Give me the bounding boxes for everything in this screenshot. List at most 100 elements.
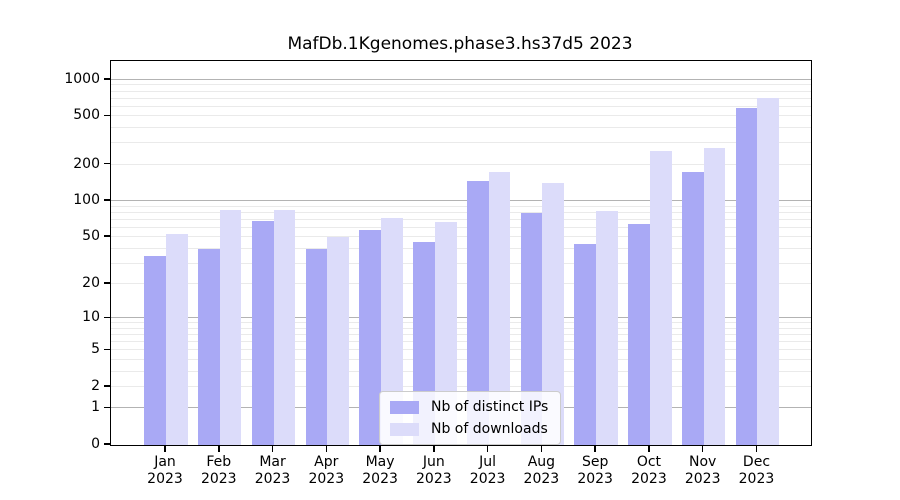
gridline-minor bbox=[111, 327, 811, 329]
bar-nb-of-downloads-jul bbox=[488, 171, 511, 445]
y-axis-tick bbox=[104, 114, 110, 117]
x-axis-tick-year: 2023 bbox=[469, 471, 506, 487]
gridline-minor bbox=[111, 163, 811, 165]
gridline-minor bbox=[111, 115, 811, 117]
gridline-minor bbox=[111, 127, 811, 129]
bar-nb-of-distinct-ips-may bbox=[359, 229, 382, 445]
bar-nb-of-distinct-ips-jul bbox=[466, 180, 489, 445]
bar-nb-of-distinct-ips-sep bbox=[574, 243, 597, 445]
bar-nb-of-downloads-dec bbox=[757, 98, 780, 445]
x-axis-tick-year: 2023 bbox=[523, 471, 560, 487]
bar-nb-of-downloads-mar bbox=[273, 209, 296, 445]
y-axis-tick-label: 20 bbox=[82, 275, 100, 292]
y-axis-tick bbox=[104, 406, 110, 409]
gridline-minor bbox=[111, 205, 811, 207]
bar-nb-of-downloads-jan bbox=[166, 234, 188, 445]
x-axis-tick-year: 2023 bbox=[362, 471, 398, 487]
x-axis-tick-year: 2023 bbox=[631, 471, 667, 487]
x-axis-tick bbox=[648, 445, 650, 452]
x-axis-tick bbox=[271, 445, 274, 452]
x-axis-tick bbox=[379, 445, 381, 452]
gridline-major bbox=[111, 200, 811, 202]
y-axis-tick-label: 200 bbox=[73, 155, 100, 172]
x-axis-tick-label: Mar 2023 bbox=[243, 454, 303, 488]
gridline-minor bbox=[111, 211, 811, 213]
gridline-major bbox=[111, 317, 811, 319]
x-axis-tick-label: Apr 2023 bbox=[296, 454, 356, 488]
gridline-minor bbox=[111, 358, 811, 360]
gridline-minor bbox=[111, 218, 811, 220]
gridline-minor bbox=[111, 262, 811, 264]
legend: Nb of distinct IPs Nb of downloads bbox=[379, 391, 562, 445]
x-axis-tick-year: 2023 bbox=[416, 471, 452, 487]
bar-nb-of-distinct-ips-apr bbox=[305, 248, 328, 445]
x-axis-tick-year: 2023 bbox=[200, 471, 237, 487]
x-axis-tick-year: 2023 bbox=[684, 471, 721, 487]
bar-nb-of-downloads-nov bbox=[703, 148, 726, 445]
x-axis-tick bbox=[325, 445, 328, 452]
y-axis-tick bbox=[104, 199, 110, 201]
y-axis-tick bbox=[104, 282, 110, 284]
legend-swatch-distinct-ips bbox=[390, 400, 419, 414]
x-axis-tick-label: Aug 2023 bbox=[511, 454, 571, 488]
y-axis-tick-label: 100 bbox=[73, 192, 100, 209]
x-axis-tick-label: Oct 2023 bbox=[619, 454, 679, 488]
gridline-minor bbox=[111, 385, 811, 387]
bar-nb-of-downloads-may bbox=[381, 218, 403, 445]
y-axis-tick bbox=[104, 443, 110, 445]
gridline-minor bbox=[111, 90, 811, 92]
bar-nb-of-distinct-ips-jan bbox=[144, 255, 166, 445]
y-axis-tick-label: 2 bbox=[91, 377, 100, 394]
gridline-minor bbox=[111, 322, 811, 324]
y-axis-tick bbox=[104, 162, 110, 165]
legend-label-distinct-ips: Nb of distinct IPs bbox=[431, 399, 549, 415]
x-axis-tick bbox=[218, 445, 220, 452]
bar-nb-of-distinct-ips-dec bbox=[735, 108, 758, 445]
x-axis-tick-label: Jul 2023 bbox=[458, 454, 518, 488]
y-axis-tick bbox=[104, 78, 110, 80]
x-axis-tick-year: 2023 bbox=[254, 471, 291, 487]
y-axis-tick bbox=[104, 348, 110, 351]
x-axis-tick-year: 2023 bbox=[738, 471, 775, 487]
bar-nb-of-distinct-ips-aug bbox=[520, 212, 543, 445]
bar-nb-of-downloads-jun bbox=[434, 222, 457, 445]
x-axis-tick-label: Jun 2023 bbox=[404, 454, 464, 488]
gridline-minor bbox=[111, 226, 811, 228]
x-axis-tick bbox=[755, 445, 758, 452]
x-axis-tick bbox=[701, 445, 704, 452]
gridline-minor bbox=[111, 334, 811, 336]
x-axis-tick bbox=[594, 445, 596, 452]
y-axis-tick bbox=[104, 385, 110, 387]
gridline-minor bbox=[111, 283, 811, 285]
x-axis-tick-label: Dec 2023 bbox=[726, 454, 786, 488]
legend-swatch-downloads bbox=[390, 422, 419, 436]
x-axis-tick-label: Sep 2023 bbox=[565, 454, 625, 488]
x-axis-tick-label: Nov 2023 bbox=[673, 454, 733, 488]
y-axis-tick bbox=[104, 316, 110, 318]
y-axis-tick-label: 1 bbox=[91, 399, 100, 416]
gridline-minor bbox=[111, 97, 811, 99]
x-axis-tick bbox=[433, 445, 435, 452]
gridline-minor bbox=[111, 370, 811, 372]
x-axis-tick-year: 2023 bbox=[147, 471, 183, 487]
legend-label-downloads: Nb of downloads bbox=[431, 421, 548, 437]
x-axis-tick-year: 2023 bbox=[577, 471, 613, 487]
chart-title: MafDb.1Kgenomes.phase3.hs37d5 2023 bbox=[287, 34, 633, 54]
gridline-minor bbox=[111, 142, 811, 144]
gridline-major bbox=[111, 78, 811, 80]
gridline-minor bbox=[111, 349, 811, 351]
x-axis-tick bbox=[486, 445, 489, 452]
gridline-minor bbox=[111, 105, 811, 107]
y-axis-tick-label: 10 bbox=[82, 309, 100, 326]
bar-nb-of-downloads-feb bbox=[219, 210, 242, 445]
x-axis-tick-year: 2023 bbox=[308, 471, 345, 487]
gridline-minor bbox=[111, 247, 811, 249]
x-axis-tick bbox=[540, 445, 543, 452]
x-axis-tick bbox=[164, 445, 166, 452]
plot-area: Nb of distinct IPs Nb of downloads bbox=[110, 60, 812, 446]
legend-item-distinct-ips: Nb of distinct IPs bbox=[390, 399, 548, 415]
gridline-minor bbox=[111, 84, 811, 86]
y-axis-tick-label: 5 bbox=[91, 341, 100, 358]
gridline-minor bbox=[111, 341, 811, 343]
